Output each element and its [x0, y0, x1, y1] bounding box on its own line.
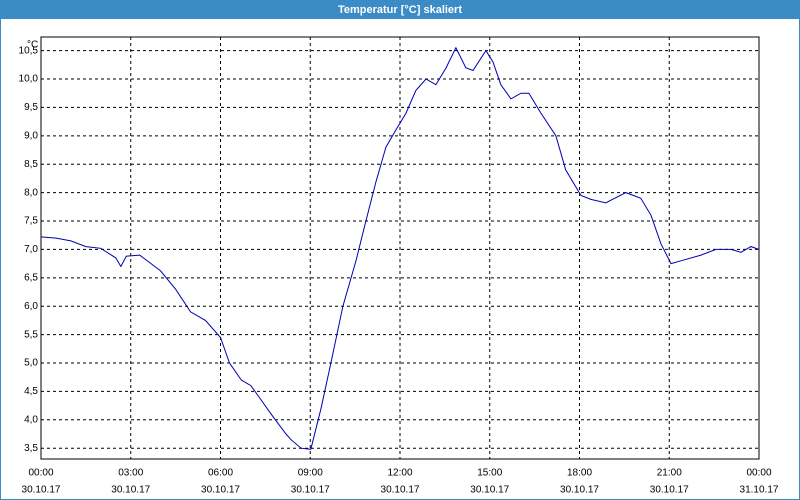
x-tick-label: 06:00 [208, 468, 233, 479]
x-tick-label: 12:00 [387, 468, 412, 479]
y-tick-label: 5,0 [24, 358, 38, 369]
y-tick-label: 9,5 [24, 102, 38, 113]
x-tick-date: 30.10.17 [201, 485, 240, 496]
chart: °C 3,5 4,0 4,5 5,0 5,5 6,0 6,5 7,0 7,5 8,0 8,5 9,0 9… [19, 36, 779, 496]
y-tick-label: 4,0 [24, 414, 38, 425]
y-tick-label: 8,0 [24, 187, 38, 198]
y-tick-label: 8,5 [24, 159, 38, 170]
x-tick-label: 21:00 [657, 468, 682, 479]
x-tick-date: 30.10.17 [381, 485, 420, 496]
y-tick-label: 4,5 [24, 386, 38, 397]
y-tick-label: 7,5 [24, 216, 38, 227]
x-tick-date: 31.10.17 [740, 485, 779, 496]
x-tick-date: 30.10.17 [291, 485, 330, 496]
x-tick-date: 30.10.17 [470, 485, 509, 496]
x-tick-label: 09:00 [298, 468, 323, 479]
y-tick-label: 9,0 [24, 130, 38, 141]
x-tick-label: 03:00 [118, 468, 143, 479]
x-tick-date: 30.10.17 [22, 485, 61, 496]
x-tick-date: 30.10.17 [650, 485, 689, 496]
title-bar: Temperatur [°C] skaliert [1, 1, 799, 19]
x-tick-label: 00:00 [28, 468, 53, 479]
y-tick-label: 10,0 [19, 74, 39, 85]
y-tick-label: 5,5 [24, 329, 38, 340]
x-tick-label: 18:00 [567, 468, 592, 479]
y-tick-label: 10,5 [19, 45, 39, 56]
y-axis-label: °C [27, 40, 38, 51]
x-tick-date: 30.10.17 [560, 485, 599, 496]
y-tick-label: 6,5 [24, 272, 38, 283]
data-line [40, 46, 760, 450]
x-tick-label: 15:00 [477, 468, 502, 479]
y-tick-label: 6,0 [24, 301, 38, 312]
y-tick-label: 7,0 [24, 244, 38, 255]
x-tick-label: 00:00 [746, 468, 771, 479]
x-tick-date: 30.10.17 [111, 485, 150, 496]
y-tick-label: 3,5 [24, 443, 38, 454]
